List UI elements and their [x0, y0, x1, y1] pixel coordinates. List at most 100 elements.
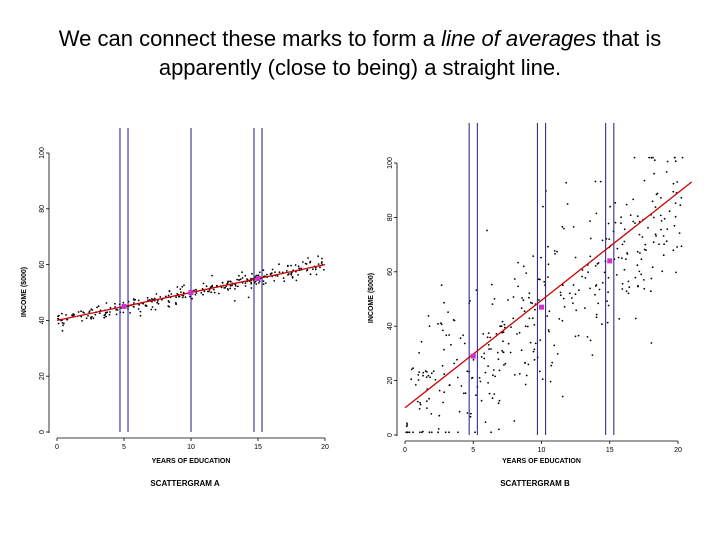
y-axis-title: INCOME ($000) — [368, 273, 375, 323]
scatter-point — [417, 379, 420, 381]
scatter-point — [520, 307, 523, 309]
scatter-point — [139, 314, 142, 317]
scatter-point — [255, 283, 258, 285]
scatter-point — [115, 313, 118, 316]
scatter-point — [672, 249, 675, 252]
scatter-point — [250, 282, 253, 284]
scatter-point — [496, 351, 499, 354]
scatter-point — [320, 262, 323, 264]
scatter-point — [520, 349, 523, 352]
scatter-point — [180, 291, 182, 293]
scatter-point — [114, 306, 116, 308]
scatter-point — [229, 285, 232, 287]
scatter-point — [556, 250, 558, 253]
scatter-point — [597, 262, 600, 264]
scatter-point — [553, 250, 556, 252]
scatter-point — [182, 291, 185, 294]
scatter-point — [617, 256, 620, 259]
scatter-point — [317, 263, 320, 265]
scatter-point — [495, 333, 498, 335]
scatter-point — [209, 286, 212, 289]
scatter-point — [623, 228, 626, 231]
scatter-point — [527, 363, 530, 366]
scatter-point — [678, 232, 681, 235]
scatter-point — [319, 266, 321, 269]
scatter-point — [294, 264, 297, 266]
scatter-point — [625, 203, 628, 206]
scatter-point — [147, 299, 149, 301]
scatter-point — [489, 336, 492, 339]
scatter-point — [577, 334, 580, 337]
scatter-point — [238, 274, 240, 277]
scatter-point — [254, 280, 257, 283]
scatter-point — [132, 305, 135, 308]
scatter-point — [66, 318, 69, 321]
scatter-point — [594, 285, 597, 287]
scatter-point — [183, 284, 185, 287]
scatter-point — [653, 159, 656, 162]
scatter-point — [488, 392, 491, 395]
scatter-point — [230, 280, 232, 283]
scatter-point — [184, 296, 187, 299]
scatter-point — [168, 301, 171, 303]
scatter-point — [668, 210, 671, 213]
scatter-point — [443, 391, 446, 394]
scatter-point — [106, 311, 108, 314]
scatter-point — [625, 258, 627, 260]
x-tick-label: 15 — [606, 447, 614, 454]
scatter-point — [459, 337, 462, 339]
scatter-point — [109, 306, 112, 309]
scatter-point — [406, 424, 409, 426]
scatter-point — [448, 384, 451, 386]
scatter-point — [589, 237, 592, 240]
scatter-point — [412, 431, 414, 434]
scatter-point — [663, 217, 666, 220]
scatter-point — [445, 334, 448, 337]
scatter-point — [133, 299, 136, 301]
scatter-point — [643, 248, 646, 251]
scatter-point — [270, 272, 273, 275]
scatter-point — [458, 410, 461, 413]
scatter-point — [211, 274, 214, 277]
scatter-point — [594, 293, 596, 296]
scatter-point — [105, 315, 107, 318]
y-tick-label: 80 — [387, 213, 394, 221]
scatter-point — [470, 412, 472, 415]
scatter-point — [581, 269, 584, 271]
scatter-point — [538, 299, 540, 301]
scatter-point — [553, 344, 556, 347]
scatter-point — [250, 277, 252, 280]
scatter-point — [452, 319, 455, 321]
scatter-point — [672, 182, 675, 185]
scatter-point — [297, 265, 300, 268]
y-tick-label: 80 — [39, 205, 46, 213]
scatter-point — [666, 160, 669, 163]
scatter-point — [662, 235, 665, 237]
scatter-point — [558, 318, 561, 320]
scatter-point — [90, 317, 92, 320]
scatter-point — [533, 358, 536, 361]
scatter-point — [488, 348, 490, 350]
scatter-point — [639, 252, 641, 254]
scatter-point — [633, 156, 636, 159]
scatter-point — [490, 348, 492, 350]
average-mark — [607, 258, 613, 264]
scatter-point — [547, 245, 549, 248]
scatter-point — [513, 420, 516, 422]
scatter-point — [464, 392, 467, 394]
scatter-point — [503, 364, 505, 366]
scatter-point — [422, 374, 424, 377]
scatter-point — [92, 317, 95, 320]
scatter-point — [493, 298, 496, 300]
scatter-point — [487, 365, 489, 367]
scatter-point — [406, 431, 409, 434]
scatter-point — [414, 384, 417, 386]
scatter-point — [312, 268, 314, 270]
scatter-point — [587, 271, 589, 274]
scatter-point — [566, 203, 569, 205]
scatter-point — [498, 369, 501, 372]
scatter-point — [652, 156, 654, 159]
scatter-point — [650, 342, 653, 344]
average-mark — [121, 303, 127, 309]
scatter-point — [475, 394, 477, 396]
